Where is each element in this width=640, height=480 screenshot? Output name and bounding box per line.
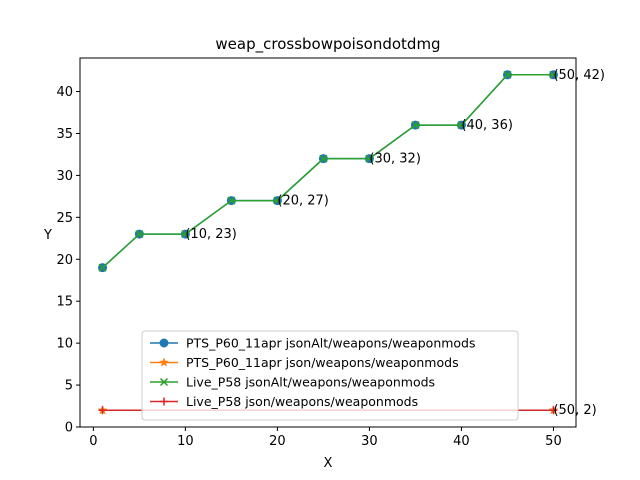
x-tick-label: 10 xyxy=(177,434,194,449)
point-annotation: (30, 32) xyxy=(369,152,421,167)
y-tick-label: 40 xyxy=(56,85,73,100)
legend-label: Live_P58 json/weapons/weaponmods xyxy=(186,394,418,409)
data-point xyxy=(457,121,466,130)
data-point xyxy=(98,263,107,272)
legend-label: PTS_P60_11apr jsonAlt/weapons/weaponmods xyxy=(186,336,476,351)
data-point xyxy=(549,70,558,79)
y-tick-label: 5 xyxy=(65,379,73,394)
x-tick-label: 40 xyxy=(453,434,470,449)
chart-title: weap_crossbowpoisondotdmg xyxy=(215,35,440,54)
point-annotation: (50, 42) xyxy=(553,68,605,83)
data-point xyxy=(365,154,374,163)
data-point xyxy=(503,70,512,79)
data-point xyxy=(319,154,328,163)
x-tick-label: 30 xyxy=(361,434,378,449)
y-axis-label: Y xyxy=(43,228,52,243)
y-tick-label: 25 xyxy=(56,211,73,226)
point-annotation: (50, 2) xyxy=(553,403,596,418)
data-point xyxy=(273,196,282,205)
axes-frame xyxy=(79,57,577,428)
legend-item: Live_P58 json/weapons/weaponmods xyxy=(150,394,418,409)
data-point xyxy=(411,121,420,130)
legend-item: PTS_P60_11apr json/weapons/weaponmods xyxy=(150,355,459,370)
data-point xyxy=(181,230,190,239)
y-tick-label: 20 xyxy=(56,253,73,268)
legend-label: PTS_P60_11apr json/weapons/weaponmods xyxy=(186,355,459,370)
y-tick-label: 15 xyxy=(56,295,73,310)
data-point xyxy=(135,230,144,239)
data-point xyxy=(549,406,558,415)
y-tick-label: 30 xyxy=(56,169,73,184)
y-tick-label: 10 xyxy=(56,337,73,352)
x-tick-label: 50 xyxy=(545,434,562,449)
x-tick-label: 0 xyxy=(89,434,97,449)
series-3 xyxy=(98,70,558,272)
data-point xyxy=(227,196,236,205)
point-annotation: (10, 23) xyxy=(185,227,237,242)
y-tick-label: 0 xyxy=(65,421,73,436)
x-axis-label: X xyxy=(324,456,333,471)
legend-swatch-marker xyxy=(160,397,168,406)
legend-label: Live_P58 jsonAlt/weapons/weaponmods xyxy=(186,375,435,390)
y-tick-label: 35 xyxy=(56,127,73,142)
legend-swatch-marker xyxy=(159,338,169,348)
x-tick-label: 20 xyxy=(269,434,286,449)
legend-swatch-marker xyxy=(159,357,169,367)
legend-item: Live_P58 jsonAlt/weapons/weaponmods xyxy=(150,375,435,390)
legend-item: PTS_P60_11apr jsonAlt/weapons/weaponmods xyxy=(150,336,476,351)
legend-swatch-marker xyxy=(159,377,169,387)
data-point xyxy=(98,406,107,415)
legend-box xyxy=(141,330,519,421)
point-annotation: (40, 36) xyxy=(461,118,512,133)
point-annotation: (20, 27) xyxy=(277,194,329,209)
